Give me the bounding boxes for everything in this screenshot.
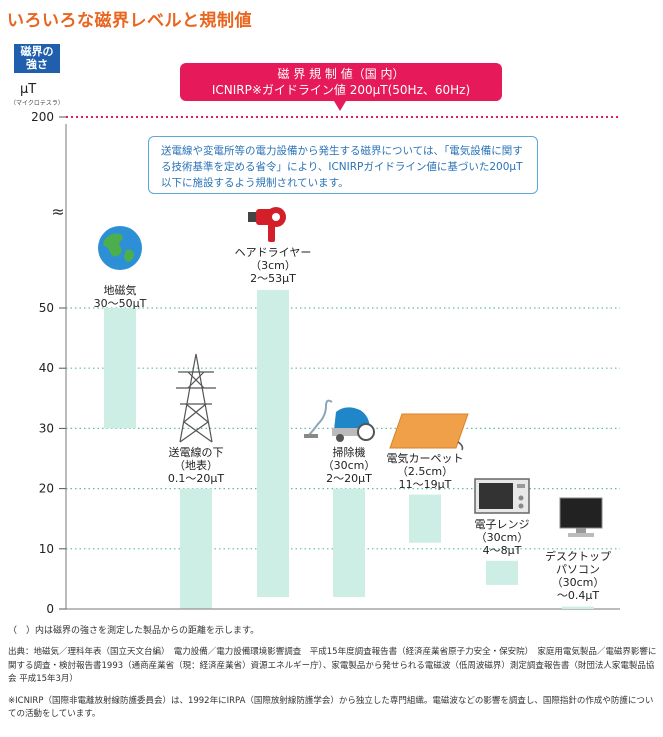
axis-break-symbol: ≈ — [51, 202, 64, 221]
category-label-6: デスクトップ パソコン （30cm） ～0.4μT — [528, 550, 628, 602]
category-label-2: ヘアドライヤー （3cm） 2～53μT — [223, 246, 323, 285]
category-label-1: 送電線の下 （地表） 0.1～20μT — [146, 446, 246, 485]
y-axis-badge-line2: 強さ — [26, 58, 48, 71]
category-label-3: 掃除機 （30cm） 2～20μT — [299, 446, 399, 485]
category-name: 電子レンジ — [474, 518, 530, 531]
category-label-0: 地磁気 30～50μT — [70, 284, 170, 310]
bar-5 — [486, 560, 518, 585]
category-range: ～0.4μT — [556, 589, 600, 602]
microwave-icon — [474, 478, 530, 514]
category-range: 0.1～20μT — [167, 472, 225, 485]
y-tick-200: 200 — [31, 110, 54, 124]
category-distance: （30cm） — [475, 531, 529, 544]
y-tick-30: 30 — [39, 421, 54, 435]
category-distance: （地表） — [174, 459, 218, 472]
category-name: ヘアドライヤー — [234, 246, 312, 259]
category-distance: （2.5cm） — [396, 465, 454, 478]
y-tick-10: 10 — [39, 542, 54, 556]
bar-3 — [333, 488, 365, 597]
category-range: 30～50μT — [93, 297, 147, 310]
category-name: 送電線の下 — [168, 446, 224, 459]
y-tick-0: 0 — [46, 602, 54, 616]
category-distance: （3cm） — [250, 259, 296, 272]
bar-0 — [104, 308, 136, 429]
sources-text: 出典：地磁気／理科年表（国立天文台編） 電力設備／電力設備環境影響調査 平成15… — [8, 647, 657, 684]
bar-1 — [180, 488, 212, 609]
bar-4 — [409, 494, 441, 543]
regulation-note: 送電線や変電所等の電力設備から発生する磁界については、「電気設備に関する技術基準… — [148, 136, 538, 194]
sources-footnote: 出典：地磁気／理科年表（国立天文台編） 電力設備／電力設備環境影響調査 平成15… — [8, 646, 658, 722]
y-axis-unit-note: （マイクロテスラ） — [10, 100, 64, 107]
icnirp-footnote: ※ICNIRP（国際非電離放射線防護委員会）は、1992年にIRPA（国際放射線… — [8, 695, 654, 720]
category-range: 11～19μT — [398, 478, 452, 491]
hair-dryer-icon — [248, 207, 286, 242]
y-tick-50: 50 — [39, 301, 54, 315]
category-name: デスクトップ パソコン — [545, 550, 611, 576]
y-axis-badge-line1: 磁界の — [20, 45, 54, 58]
page-title: いろいろな磁界レベルと規制値 — [7, 11, 252, 31]
y-tick-40: 40 — [39, 361, 54, 375]
regulation-callout-pointer — [334, 101, 346, 111]
desktop-pc-icon — [559, 497, 603, 537]
category-range: 2～20μT — [326, 472, 372, 485]
category-name: 地磁気 — [103, 284, 137, 297]
y-axis-badge: 磁界の 強さ — [14, 44, 60, 73]
category-label-5: 電子レンジ （30cm） 4～8μT — [452, 518, 552, 557]
bar-6 — [562, 606, 594, 609]
vacuum-cleaner-icon — [304, 399, 375, 442]
category-range: 4～8μT — [482, 544, 522, 557]
category-label-4: 電気カーペット （2.5cm） 11～19μT — [375, 452, 475, 491]
category-range: 2～53μT — [250, 272, 296, 285]
bar-2 — [257, 289, 289, 597]
electric-carpet-icon — [389, 413, 469, 451]
earth-icon — [98, 226, 142, 270]
category-name: 電気カーペット — [386, 452, 464, 465]
distance-footnote: （ ）内は磁界の強さを測定した製品からの距離を示します。 — [8, 626, 260, 636]
y-axis-unit: μT — [20, 82, 37, 97]
power-tower-icon — [176, 353, 216, 443]
y-tick-20: 20 — [39, 482, 54, 496]
category-distance: （30cm） — [551, 576, 605, 589]
regulation-line2: ICNIRP※ガイドライン値 200μT(50Hz、60Hz) — [211, 83, 471, 97]
category-name: 掃除機 — [332, 446, 366, 459]
category-distance: （30cm） — [322, 459, 376, 472]
regulation-callout: 磁 界 規 制 値（国 内） ICNIRP※ガイドライン値 200μT(50Hz… — [180, 63, 502, 101]
regulation-line1: 磁 界 規 制 値（国 内） — [277, 67, 405, 81]
